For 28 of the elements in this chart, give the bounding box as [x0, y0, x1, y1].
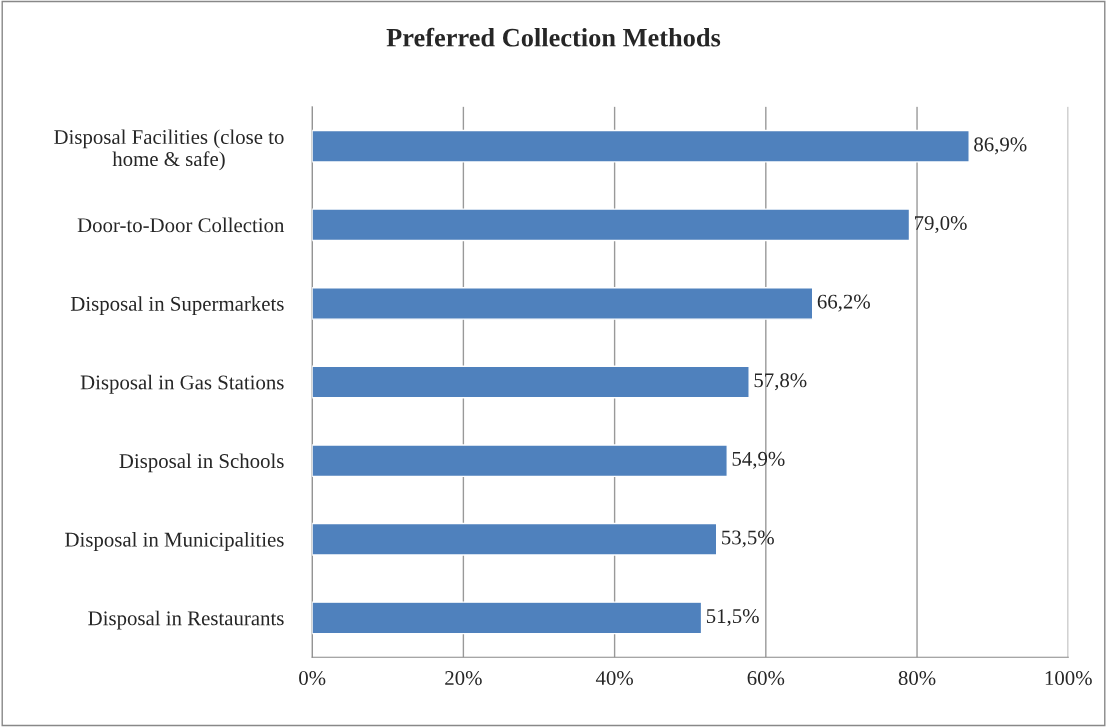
bar [312, 601, 703, 635]
x-tick-label: 80% [898, 671, 936, 686]
y-tick-label: Disposal in Schools [119, 453, 284, 473]
y-tick-label: Disposal in Supermarkets [70, 296, 284, 316]
bar [312, 365, 750, 399]
x-tick-label: 0% [299, 671, 326, 686]
x-tick-label: 100% [1045, 671, 1092, 686]
x-tick-label: 40% [595, 671, 633, 686]
y-tick-label: Disposal in Gas Stations [80, 374, 284, 394]
bar [312, 444, 728, 478]
y-tick-label: Door-to-Door Collection [77, 217, 285, 233]
bar [312, 522, 718, 556]
x-tick-label: 60% [747, 671, 785, 686]
y-tick-label: Disposal Facilities (close to home & safe) [54, 129, 284, 171]
x-tick-label: 20% [445, 671, 482, 686]
y-tick-label: Disposal in Restaurants [88, 610, 284, 630]
data-label: 79,0% [915, 215, 967, 234]
data-label: 54,9% [732, 451, 785, 469]
data-label: 57,8% [754, 373, 807, 391]
y-tick-label: Disposal in Municipalities [65, 532, 284, 551]
data-label: 66,2% [817, 294, 870, 312]
data-label: 86,9% [974, 137, 1027, 155]
bar [312, 129, 970, 163]
bar [312, 208, 911, 242]
chart-title: Preferred Collection Methods [386, 27, 721, 47]
bar [312, 286, 814, 320]
data-label: 53,5% [722, 530, 774, 548]
data-label: 51,5% [706, 609, 759, 627]
